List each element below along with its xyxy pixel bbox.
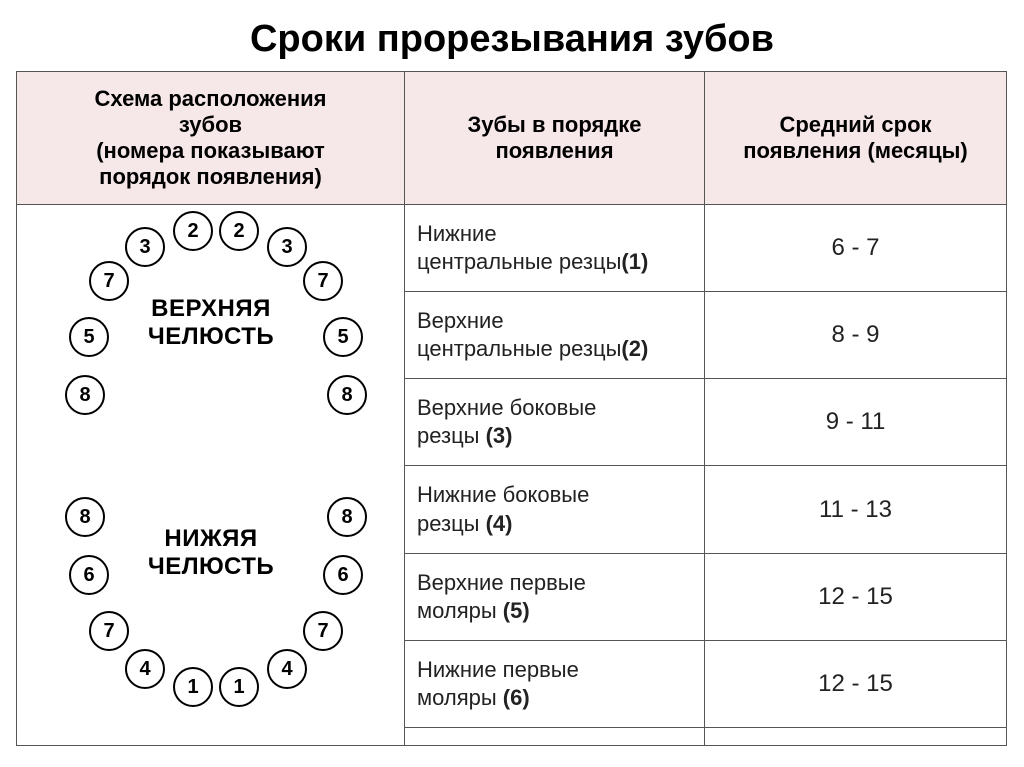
timing-cell: 6 - 7	[705, 205, 1007, 292]
jaw-text: ЧЕЛЮСТЬ	[148, 323, 274, 350]
tooth-circle: 7	[303, 611, 343, 651]
tooth-name-text: резцы	[417, 511, 486, 536]
tooth-name-text: моляры	[417, 685, 503, 710]
tooth-circle: 8	[327, 497, 367, 537]
tooth-name-text: центральные резцы	[417, 336, 621, 361]
tooth-circle: 6	[323, 555, 363, 595]
header-text: появления (месяцы)	[743, 138, 967, 163]
tooth-name-cell: Нижние боковые резцы (4)	[405, 466, 705, 553]
tooth-circle: 4	[267, 649, 307, 689]
tooth-circle: 8	[327, 375, 367, 415]
lower-jaw-label: НИЖЯЯЧЕЛЮСТЬ	[111, 525, 311, 580]
col-header-diagram: Схема расположения зубов (номера показыв…	[17, 72, 405, 205]
tooth-circle: 2	[219, 211, 259, 251]
tooth-circle: 6	[69, 555, 109, 595]
tooth-name-text: резцы	[417, 423, 486, 448]
tooth-order-num: (2)	[621, 336, 648, 361]
tooth-circle: 5	[323, 317, 363, 357]
col-header-order: Зубы в порядке появления	[405, 72, 705, 205]
tooth-order-num: (5)	[503, 598, 530, 623]
tooth-diagram: ВЕРХНЯЯЧЕЛЮСТЬНИЖЯЯЧЕЛЮСТЬ22337755888866…	[17, 205, 405, 745]
tooth-name-text: Верхние первые	[417, 570, 586, 595]
timing-cell: 12 - 15	[705, 640, 1007, 727]
tooth-name-text: Нижние боковые	[417, 482, 589, 507]
timing-cell	[705, 728, 1007, 746]
tooth-name-text: моляры	[417, 598, 503, 623]
header-row: Схема расположения зубов (номера показыв…	[17, 72, 1007, 205]
tooth-name-cell: Нижние первые моляры (6)	[405, 640, 705, 727]
teething-table: Схема расположения зубов (номера показыв…	[16, 71, 1007, 746]
header-text: Схема расположения	[95, 86, 327, 111]
col-header-timing: Средний срок появления (месяцы)	[705, 72, 1007, 205]
tooth-circle: 7	[89, 261, 129, 301]
tooth-order-num: (3)	[486, 423, 513, 448]
tooth-circle: 7	[89, 611, 129, 651]
tooth-order-num: (1)	[621, 249, 648, 274]
page-title: Сроки прорезывания зубов	[16, 18, 1008, 61]
tooth-circle: 2	[173, 211, 213, 251]
tooth-circle: 8	[65, 375, 105, 415]
header-text: зубов	[179, 112, 242, 137]
tooth-name-text: центральные резцы	[417, 249, 621, 274]
timing-cell: 12 - 15	[705, 553, 1007, 640]
header-text: Зубы в порядке	[467, 112, 641, 137]
tooth-name-text: Верхние	[417, 308, 504, 333]
jaw-text: ЧЕЛЮСТЬ	[148, 553, 274, 580]
page: Сроки прорезывания зубов Схема расположе…	[0, 0, 1024, 746]
table-row: ВЕРХНЯЯЧЕЛЮСТЬНИЖЯЯЧЕЛЮСТЬ22337755888866…	[17, 205, 1007, 292]
table-body: ВЕРХНЯЯЧЕЛЮСТЬНИЖЯЯЧЕЛЮСТЬ22337755888866…	[17, 205, 1007, 746]
tooth-circle: 5	[69, 317, 109, 357]
header-text: порядок появления)	[99, 164, 322, 189]
timing-cell: 9 - 11	[705, 379, 1007, 466]
tooth-order-num: (4)	[486, 511, 513, 536]
jaw-text: ВЕРХНЯЯ	[151, 295, 271, 322]
tooth-circle: 1	[219, 667, 259, 707]
tooth-name-cell: Верхние боковые резцы (3)	[405, 379, 705, 466]
tooth-circle: 1	[173, 667, 213, 707]
tooth-circle: 3	[125, 227, 165, 267]
tooth-circle: 7	[303, 261, 343, 301]
timing-cell: 8 - 9	[705, 292, 1007, 379]
tooth-circle: 8	[65, 497, 105, 537]
header-text: (номера показывают	[96, 138, 325, 163]
timing-cell: 11 - 13	[705, 466, 1007, 553]
upper-jaw-label: ВЕРХНЯЯЧЕЛЮСТЬ	[111, 295, 311, 350]
tooth-name-cell	[405, 728, 705, 746]
header-text: появления	[495, 138, 613, 163]
tooth-order-num: (6)	[503, 685, 530, 710]
jaw-text: НИЖЯЯ	[164, 525, 257, 552]
tooth-name-cell: Нижние центральные резцы(1)	[405, 205, 705, 292]
tooth-name-text: Верхние боковые	[417, 395, 596, 420]
tooth-name-text: Нижние первые	[417, 657, 579, 682]
tooth-circle: 4	[125, 649, 165, 689]
diagram-cell: ВЕРХНЯЯЧЕЛЮСТЬНИЖЯЯЧЕЛЮСТЬ22337755888866…	[17, 205, 405, 746]
tooth-name-cell: Верхние центральные резцы(2)	[405, 292, 705, 379]
tooth-name-text: Нижние	[417, 221, 497, 246]
tooth-circle: 3	[267, 227, 307, 267]
header-text: Средний срок	[779, 112, 931, 137]
tooth-name-cell: Верхние первые моляры (5)	[405, 553, 705, 640]
